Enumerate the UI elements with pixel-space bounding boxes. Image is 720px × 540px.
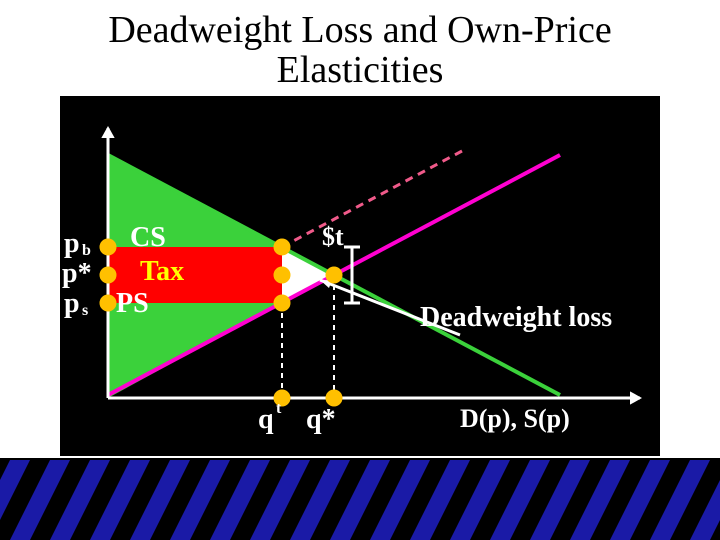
marker-pb [100,239,116,255]
market-supply-1: Market [340,96,417,123]
market-demand-1: Market [114,96,191,123]
marker-qt-ps [274,295,290,311]
marker-pstar-axis [100,267,116,283]
p-axis-label: p [72,112,88,144]
slide-stage: Deadweight Loss and Own-Price Elasticiti… [0,0,720,540]
qt-sup: t [276,400,281,418]
pb-main: p [64,228,80,260]
cs-label: CS [130,222,166,254]
dpsp: D(p), S(p) [460,404,570,434]
title-line-2: Elasticities [0,48,720,92]
title-line-1: Deadweight Loss and Own-Price [0,8,720,52]
pstar: p* [62,258,92,290]
ps-label: PS [116,288,149,320]
market-supply-2: supply [340,122,408,149]
marker-qt-pb [274,239,290,255]
t-amount: $t [322,222,344,252]
marker-ps [100,295,116,311]
ps-main: p [64,288,80,320]
qt-main: q [258,404,274,436]
ps-sub: s [82,302,88,320]
market-demand-2: demand [114,122,197,149]
tax-label: Tax [140,256,184,288]
dwl-label: Deadweight loss [420,302,612,334]
qstar: q* [306,404,336,436]
marker-eq [326,267,342,283]
marker-qt-pstar [274,267,290,283]
